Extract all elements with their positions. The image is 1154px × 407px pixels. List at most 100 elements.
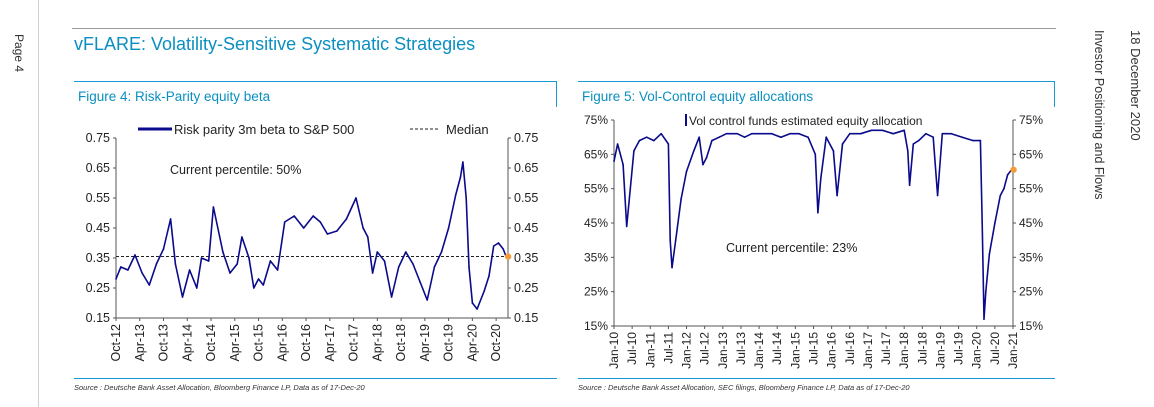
data-point	[212, 206, 215, 208]
data-point	[653, 139, 655, 142]
data-point	[229, 272, 231, 274]
data-point	[115, 278, 117, 280]
data-point	[252, 287, 255, 289]
data-point	[312, 215, 314, 217]
data-point	[917, 139, 920, 142]
data-point	[798, 132, 800, 135]
data-point	[817, 211, 819, 214]
data-point	[814, 153, 817, 156]
data-point	[119, 266, 122, 268]
data-point	[1003, 187, 1005, 190]
y-tick-label-left: 55%	[584, 182, 608, 196]
data-point	[841, 143, 844, 145]
data-point	[925, 132, 927, 135]
current-percentile-annotation: Current percentile: 50%	[170, 163, 301, 177]
data-point	[468, 266, 470, 268]
data-point	[705, 156, 708, 159]
x-tick-label: Apr-18	[370, 324, 384, 362]
data-point	[390, 296, 393, 298]
y-tick-label-left: 0.65	[86, 161, 110, 175]
page-label: Page 4	[12, 34, 26, 73]
data-point	[383, 260, 386, 262]
y-tick-label-right: 75%	[1019, 113, 1043, 127]
data-point	[222, 251, 224, 253]
x-tick-label: Apr-14	[180, 324, 194, 362]
data-point	[488, 275, 490, 277]
y-tick-label-left: 35%	[584, 250, 608, 264]
data-point	[326, 233, 329, 235]
x-tick-label: Jan-17	[861, 332, 875, 369]
data-point	[941, 132, 944, 135]
data-point	[188, 269, 191, 271]
x-tick-label: Oct-16	[299, 324, 313, 362]
legend-median-label: Median	[446, 122, 489, 137]
data-point	[162, 248, 165, 250]
data-point	[336, 230, 338, 232]
data-point	[936, 194, 939, 197]
figure5-source: Source : Deutsche Bank Asset Allocation,…	[578, 383, 910, 392]
current-value-marker	[1010, 166, 1017, 173]
data-point	[702, 163, 704, 166]
data-point	[293, 215, 295, 217]
data-point	[950, 132, 953, 135]
data-point	[770, 132, 773, 135]
y-tick-label-right: 65%	[1019, 147, 1043, 161]
data-point	[994, 222, 996, 224]
current-value-marker	[504, 253, 512, 260]
data-point	[419, 281, 421, 283]
data-point	[848, 132, 851, 135]
data-point	[983, 318, 985, 320]
y-tick-label-right: 55%	[1019, 182, 1043, 196]
data-point	[961, 136, 964, 138]
y-tick-label-right: 45%	[1019, 216, 1043, 230]
data-point	[248, 257, 250, 259]
data-point	[497, 242, 500, 244]
x-tick-label: Oct-17	[347, 324, 361, 362]
data-point	[972, 139, 974, 142]
data-point	[981, 222, 983, 224]
data-point	[671, 266, 673, 269]
report-date: 18 December 2020	[1128, 30, 1143, 141]
x-tick-label: Jan-10	[607, 332, 621, 369]
data-point	[262, 284, 265, 286]
figure4-bottom-rule	[74, 378, 557, 379]
data-point	[345, 218, 348, 220]
data-point	[376, 251, 379, 253]
data-point	[405, 251, 407, 253]
data-point	[181, 296, 184, 298]
x-tick-label: Jan-18	[897, 332, 911, 369]
y-tick-label-right: 0.15	[514, 311, 538, 325]
data-point	[302, 227, 305, 229]
data-point	[685, 170, 688, 173]
report-title: Investor Positioning and Flows	[1092, 30, 1106, 200]
data-point	[669, 239, 672, 241]
x-tick-label: Oct-14	[204, 324, 218, 362]
x-tick-label: Jul-19	[952, 332, 966, 365]
data-point	[912, 143, 915, 145]
figure5-bottom-rule	[578, 378, 1055, 379]
data-point	[892, 132, 895, 135]
data-point	[257, 278, 260, 280]
data-point	[195, 287, 198, 289]
data-point	[155, 263, 158, 265]
data-point	[141, 272, 143, 274]
data-point	[938, 170, 941, 173]
data-point	[412, 263, 414, 265]
data-point	[881, 129, 884, 132]
data-point	[629, 187, 632, 190]
y-tick-label-left: 0.35	[86, 251, 110, 265]
x-tick-label: Apr-19	[418, 324, 432, 362]
y-tick-label-left: 0.55	[86, 191, 110, 205]
data-point	[761, 132, 764, 135]
figure4-source: Source : Deutsche Bank Asset Allocation,…	[74, 383, 365, 392]
x-tick-label: Oct-18	[394, 324, 408, 362]
y-tick-label-right: 0.55	[514, 191, 538, 205]
data-point	[633, 150, 635, 152]
y-tick-label-right: 0.75	[514, 131, 538, 145]
data-point	[134, 254, 136, 256]
x-tick-label: Jul-18	[915, 332, 929, 365]
x-tick-label: Jan-11	[643, 332, 657, 368]
data-point	[622, 163, 624, 166]
data-point	[426, 299, 429, 301]
data-point	[832, 150, 835, 152]
